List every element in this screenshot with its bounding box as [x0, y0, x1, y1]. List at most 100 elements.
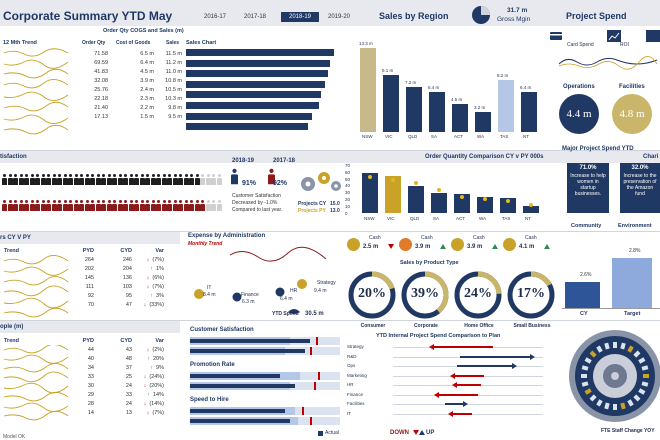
- person-icon: [62, 174, 68, 185]
- product-ring-graphic: [454, 271, 502, 319]
- person-icon: [183, 200, 189, 211]
- person-icon: [128, 174, 134, 185]
- order-qty-comparison-chart: 70 60 50 40 30 20 10 0 NSW VIC QLD SA ACT WA TAS NT: [345, 163, 550, 225]
- var-value: (6%): [152, 274, 164, 281]
- community-text: Increase to help women in startup busine…: [570, 173, 606, 197]
- fte-segment: [584, 388, 592, 395]
- row-2-band: [0, 151, 660, 163]
- var-value: 9%: [156, 364, 164, 371]
- tab-year-2016-17[interactable]: 2016-17: [203, 14, 227, 20]
- trend-cell: [2, 300, 74, 309]
- header-bar: [0, 0, 660, 26]
- order-qty-category: NT: [525, 216, 531, 221]
- tab-year-2018-19[interactable]: 2018-19: [281, 12, 319, 22]
- tab-year-2019-20[interactable]: 2019-20: [327, 14, 351, 20]
- spend-icon: [646, 30, 660, 42]
- person-icon: [161, 200, 167, 211]
- trend-cell: [2, 363, 74, 372]
- cyd-cell: 136: [122, 274, 132, 281]
- sales-bar: [186, 80, 325, 88]
- customers-table: Trend PYD CYD Var 264 246 ↓ (7%) 202 204 ↑ 1% 14…: [2, 246, 166, 309]
- region-bar-label: 3.2 m: [474, 104, 486, 110]
- var-arrow-icon: ↑: [150, 292, 154, 299]
- cogs-cell: 3.9 m: [140, 77, 154, 84]
- py-marker: [483, 197, 487, 202]
- cogs-cell: 2.4 m: [140, 86, 154, 93]
- trend-cell: [2, 264, 74, 273]
- person-icon: [117, 174, 123, 185]
- cy-value: 2.6%: [580, 272, 592, 278]
- internal-arrow-head-icon: [450, 372, 455, 379]
- person-icon: [79, 174, 84, 185]
- internal-arrow-shaft: [452, 412, 472, 415]
- cogs-cell: 1.5 m: [140, 113, 154, 120]
- gears-icon: [301, 172, 341, 191]
- cash-label: Cash: [369, 235, 381, 241]
- person-icon: [145, 174, 150, 185]
- pyd-cell: 264: [84, 256, 94, 263]
- person-icon: [216, 200, 222, 211]
- finance-value: 6.3 m: [242, 299, 255, 305]
- var-arrow-icon: ↓: [146, 274, 150, 281]
- person-icon: [101, 174, 106, 185]
- order-qty-cell: 69.59: [94, 59, 108, 66]
- region-category: ACT: [454, 134, 463, 139]
- order-qty-category: SA: [433, 216, 440, 221]
- projects-py-label: Projects PY: [298, 208, 326, 214]
- person-icon: [156, 200, 161, 211]
- region-bar-label: 7.2 m: [405, 79, 417, 85]
- sales-cell: 9.8 m: [168, 104, 182, 111]
- sales-cell: 11.2 m: [165, 59, 182, 66]
- person-icon: [134, 200, 139, 211]
- person-icon: [29, 200, 35, 211]
- person-icon: [2, 174, 7, 185]
- target-value: 2.8%: [629, 248, 641, 254]
- internal-arrow-shaft: [460, 355, 530, 358]
- people-col-var: Var: [155, 337, 164, 344]
- fte-segment: [643, 374, 649, 378]
- cust-col-trend: Trend: [4, 247, 19, 254]
- trend-label: 12 Mth Trend: [3, 40, 37, 46]
- product-pct: 20%: [358, 286, 386, 301]
- var-value: (20%): [149, 382, 164, 389]
- var-value: (7%): [152, 283, 164, 290]
- pyd-cell: 33: [87, 373, 94, 380]
- pyd-cell: 40: [87, 355, 94, 362]
- region-category: WA: [477, 134, 485, 139]
- fte-segment: [620, 342, 626, 350]
- internal-arrow-shaft: [456, 384, 481, 386]
- person-icon: [68, 200, 73, 211]
- promotion-rate-bullets: [190, 372, 340, 392]
- cogs-row: 22.18 2.3 m 10.3 m: [80, 94, 184, 103]
- order-qty-bar: [362, 173, 378, 213]
- var-arrow-icon: ↓: [143, 400, 147, 407]
- environment-callout: 32.0% Increase to the preservation of th…: [620, 163, 660, 213]
- region-category: NT: [523, 134, 529, 139]
- people-row: 33 25 ↓ (24%): [2, 372, 166, 381]
- py-marker: [414, 180, 418, 185]
- trend-cell: [2, 372, 74, 381]
- py-marker: [529, 202, 533, 207]
- person-icon: [128, 200, 134, 211]
- fte-segment: [633, 394, 641, 402]
- internal-arrow-head-icon: [448, 410, 453, 417]
- var-value: (33%): [149, 301, 164, 308]
- pyd-cell: 202: [84, 265, 94, 272]
- fte-segment: [627, 399, 634, 407]
- people-row: 28 24 ↓ (14%): [2, 399, 166, 408]
- internal-spend-title: YTD Internal Project Spend Comparison to…: [376, 333, 501, 339]
- var-value: 14%: [152, 391, 164, 398]
- tab-year-2017-18[interactable]: 2017-18: [243, 14, 267, 20]
- cy-target-axis: [562, 308, 660, 309]
- cash-trend-arrow-icon: [492, 244, 498, 249]
- speed-to-hire-bullets: [190, 407, 340, 427]
- person-icon: [194, 174, 200, 185]
- var-arrow-icon: ↓: [146, 283, 150, 290]
- person-icon: [57, 200, 62, 211]
- product-ring-graphic: [507, 271, 555, 319]
- community-callout: 71.0% Increase to help women in startup …: [567, 163, 609, 213]
- cust-col-var: Var: [155, 247, 164, 254]
- expense-trend-line: [229, 246, 327, 262]
- fte-segment: [604, 402, 610, 410]
- person-icon: [211, 200, 216, 211]
